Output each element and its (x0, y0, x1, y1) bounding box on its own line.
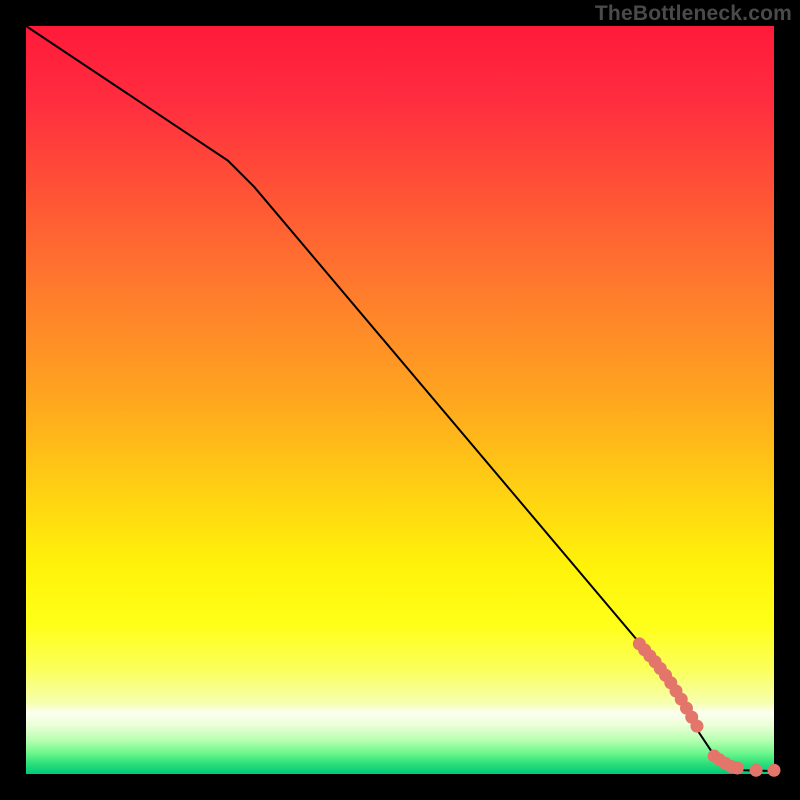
data-marker (750, 764, 762, 776)
data-marker (731, 762, 743, 774)
data-marker (768, 764, 780, 776)
watermark-text: TheBottleneck.com (595, 2, 792, 26)
chart-root: TheBottleneck.com (0, 0, 800, 800)
chart-svg (0, 0, 800, 800)
plot-background (26, 26, 774, 774)
data-marker (691, 720, 703, 732)
